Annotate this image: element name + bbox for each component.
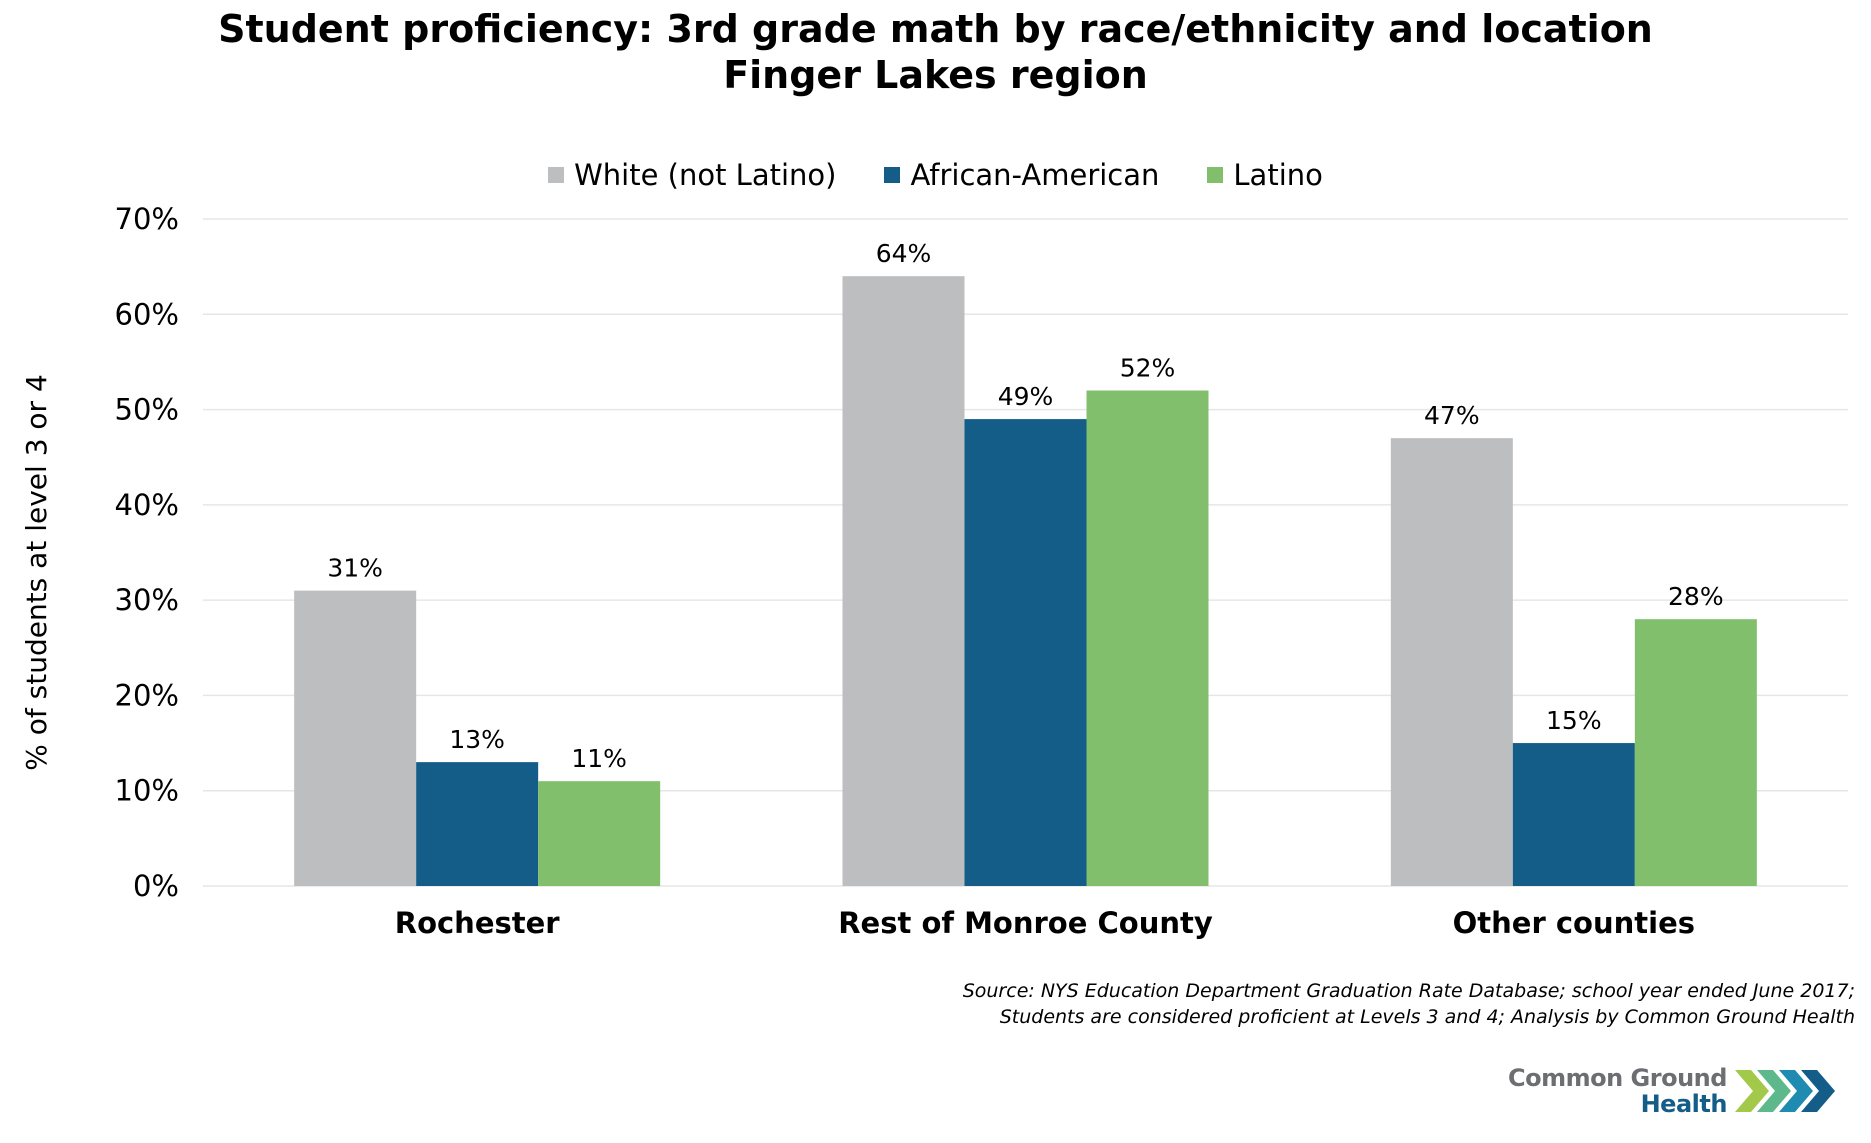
- y-tick-label: 50%: [115, 393, 179, 427]
- y-axis-label: % of students at level 3 or 4: [20, 374, 53, 771]
- chart-subtitle: Finger Lakes region: [723, 53, 1148, 97]
- y-tick-label: 20%: [115, 678, 179, 712]
- y-tick-label: 70%: [115, 202, 179, 236]
- data-label: 13%: [449, 725, 505, 754]
- data-label: 49%: [998, 382, 1054, 411]
- legend-swatch-white: [548, 167, 565, 183]
- bar-latino: [538, 781, 661, 886]
- source-line-1: Source: NYS Education Department Graduat…: [962, 980, 1855, 1002]
- legend-item-latino: Latino: [1207, 158, 1323, 192]
- data-label: 11%: [571, 744, 627, 773]
- logo-line-2: Health: [1640, 1090, 1728, 1118]
- data-labels: 31% 13% 11% 64% 49% 52% 47% 15% 28%: [327, 239, 1723, 773]
- bar-white-not-latino: [1390, 438, 1513, 886]
- bar-african-american: [964, 419, 1087, 886]
- legend-item-african-american: African-American: [884, 158, 1159, 192]
- data-label: 47%: [1424, 401, 1480, 430]
- legend-swatch-latino: [1207, 167, 1224, 183]
- y-tick-label: 30%: [115, 583, 179, 617]
- legend-label-african-american: African-American: [910, 158, 1160, 192]
- x-axis-labels: Rochester Rest of Monroe County Other coun…: [395, 906, 1695, 940]
- legend-label-latino: Latino: [1233, 158, 1323, 192]
- y-tick-label: 10%: [115, 774, 179, 808]
- data-label: 15%: [1546, 706, 1602, 735]
- source-line-2: Students are considered proficient at Le…: [999, 1006, 1855, 1028]
- bar-white-not-latino: [842, 276, 965, 887]
- legend: White (not Latino) African-American Lati…: [0, 158, 1871, 192]
- x-category-label: Rochester: [395, 906, 561, 940]
- bar-latino: [1086, 390, 1209, 886]
- y-axis-ticks: 0% 10% 20% 30% 40% 50% 60% 70%: [115, 202, 179, 903]
- y-tick-label: 0%: [133, 869, 179, 903]
- legend-label-white: White (not Latino): [574, 158, 837, 192]
- bar-african-american: [416, 762, 539, 886]
- data-label: 31%: [327, 554, 383, 583]
- x-category-label: Rest of Monroe County: [838, 906, 1213, 940]
- x-category-label: Other counties: [1453, 906, 1695, 940]
- bars: [294, 276, 1757, 887]
- y-tick-label: 40%: [115, 488, 179, 522]
- chart-title: Student proficiency: 3rd grade math by r…: [218, 7, 1653, 51]
- data-label: 64%: [876, 239, 932, 268]
- source-note: Source: NYS Education Department Graduat…: [963, 978, 1855, 1030]
- chart-title-block: Student proficiency: 3rd grade math by r…: [0, 6, 1871, 98]
- bar-white-not-latino: [294, 590, 417, 886]
- logo-text: Common Ground Health: [1508, 1065, 1727, 1117]
- chevrons-icon: [1734, 1070, 1835, 1112]
- bar-african-american: [1512, 743, 1635, 886]
- legend-swatch-african-american: [884, 167, 901, 183]
- legend-item-white: White (not Latino): [548, 158, 836, 192]
- y-tick-label: 60%: [115, 297, 179, 331]
- data-label: 28%: [1668, 582, 1724, 611]
- logo-line-1: Common Ground: [1508, 1064, 1727, 1092]
- logo: Common Ground Health: [1508, 1065, 1845, 1117]
- data-label: 52%: [1120, 354, 1176, 383]
- bar-latino: [1634, 619, 1757, 886]
